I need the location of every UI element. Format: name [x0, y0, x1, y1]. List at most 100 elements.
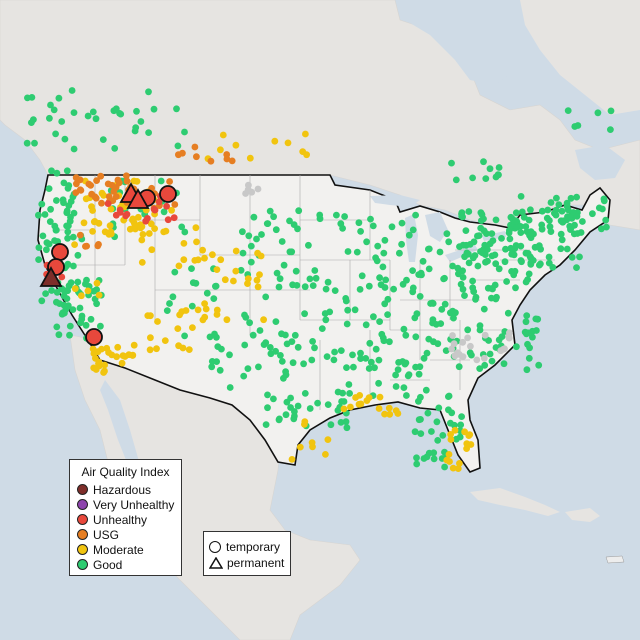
monitor-dot — [258, 231, 265, 238]
monitor-dot — [322, 451, 329, 458]
monitor-dot — [350, 363, 357, 371]
very-unhealthy-swatch-icon — [77, 499, 88, 510]
monitor-dot — [316, 211, 324, 219]
monitor-dot — [365, 365, 373, 372]
monitor-dot — [471, 252, 479, 259]
monitor-dot — [277, 352, 284, 359]
monitor-dot — [112, 105, 120, 113]
monitor-dot — [64, 228, 72, 236]
monitor-dot — [458, 413, 465, 420]
monitor-dot — [459, 241, 467, 249]
legend-item-hazardous: Hazardous — [77, 482, 151, 497]
monitor-dot — [226, 351, 233, 359]
monitor-dot — [216, 366, 224, 374]
monitor-dot — [294, 402, 302, 410]
monitor-dot — [459, 338, 467, 346]
monitor-dot — [226, 384, 234, 391]
monitor-dot — [289, 281, 296, 289]
monitor-dot — [213, 306, 221, 314]
monitor-dot — [270, 395, 277, 403]
monitor-dot — [223, 151, 231, 158]
monitor-dot — [527, 261, 535, 268]
monitor-dot — [272, 226, 280, 234]
monitor-dot — [266, 207, 274, 215]
monitor-dot — [292, 267, 300, 275]
monitor-dot — [153, 345, 160, 353]
monitor-dot — [278, 238, 286, 245]
monitor-dot — [342, 297, 350, 305]
legend-label: Hazardous — [93, 482, 152, 497]
monitor-dot — [342, 418, 350, 426]
monitor-dot — [459, 353, 467, 360]
monitor-dot — [420, 354, 428, 362]
monitor-dot — [526, 344, 533, 352]
monitor-dot — [513, 343, 520, 351]
monitor-dot — [557, 230, 565, 238]
monitor-dot — [396, 249, 403, 257]
monitor-dot — [386, 338, 393, 346]
monitor-dot — [60, 292, 68, 300]
monitor-dot — [123, 177, 131, 185]
monitor-dot — [497, 347, 505, 355]
monitor-dot — [130, 341, 138, 349]
monitor-dot — [181, 332, 189, 340]
monitor-dot — [294, 343, 302, 351]
monitor-dot — [403, 276, 410, 284]
monitor-dot — [278, 330, 285, 338]
monitor-dot — [357, 355, 364, 362]
monitor-dot — [525, 270, 533, 278]
monitor-dot — [290, 221, 298, 229]
monitor-dot — [465, 432, 473, 439]
monitor-dot — [511, 267, 519, 275]
monitor-dot — [60, 179, 68, 187]
monitor-dot — [199, 246, 207, 254]
monitor-dot — [193, 238, 200, 246]
monitor-dot — [500, 360, 508, 368]
monitor-dot — [157, 177, 165, 185]
monitor-dot — [93, 177, 100, 185]
monitor-dot — [280, 374, 287, 382]
monitor-dot — [493, 293, 500, 301]
monitor-dot — [473, 356, 481, 364]
aqi-legend-title: Air Quality Index — [81, 465, 170, 479]
monitor-dot — [46, 218, 54, 226]
monitor-dot — [207, 157, 215, 165]
monitor-dot — [250, 213, 258, 221]
monitor-dot — [305, 241, 312, 249]
monitor-dot — [155, 198, 163, 206]
monitor-dot — [538, 207, 546, 215]
monitor-dot — [455, 363, 463, 371]
monitor-dot — [375, 405, 383, 412]
monitor-dot — [449, 262, 456, 270]
monitor-dot — [95, 241, 102, 248]
monitor-dot — [404, 372, 412, 380]
monitor-dot — [429, 299, 436, 307]
monitor-dot — [137, 118, 145, 125]
monitor-dot — [189, 279, 197, 287]
monitor-dot — [356, 392, 364, 399]
monitor-dot — [264, 391, 271, 399]
monitor-dot — [74, 251, 82, 259]
monitor-dot — [523, 366, 531, 374]
monitor-dot — [370, 313, 377, 321]
monitor-dot — [23, 139, 31, 147]
monitor-dot — [451, 426, 459, 434]
monitor-dot — [558, 236, 566, 244]
monitor-dot — [201, 300, 209, 307]
monitor-dot — [137, 224, 145, 232]
monitor-dot — [272, 318, 280, 325]
monitor-dot — [522, 278, 530, 286]
monitor-dot — [495, 164, 503, 171]
monitor-dot — [47, 101, 54, 109]
monitor-dot — [507, 244, 515, 252]
monitor-dot — [219, 131, 227, 139]
monitor-dot — [423, 349, 431, 357]
monitor-dot — [289, 359, 297, 367]
monitor-dot — [239, 228, 246, 236]
monitor-dot — [228, 157, 236, 165]
monitor-dot — [170, 214, 178, 222]
monitor-dot — [381, 284, 389, 291]
monitor-dot — [254, 283, 262, 291]
monitor-dot — [416, 293, 424, 300]
monitor-dot — [366, 339, 374, 347]
